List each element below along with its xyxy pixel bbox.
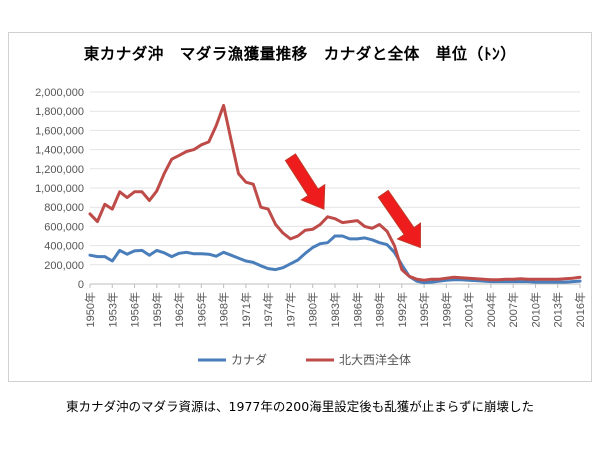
y-tick-label: 1,000,000 — [35, 183, 84, 195]
x-tick-label: 1998年 — [439, 292, 453, 327]
x-tick-label: 2013年 — [551, 292, 565, 327]
series-lines — [88, 103, 582, 285]
y-tick-label: 1,600,000 — [35, 125, 84, 137]
x-tick-label: 1986年 — [350, 292, 364, 327]
caption: 東カナダ沖のマダラ資源は、1977年の200海里設定後も乱獲が止まらずに崩壊した — [66, 399, 534, 414]
x-tick-label: 2007年 — [506, 292, 520, 327]
y-tick-label: 2,000,000 — [35, 87, 84, 99]
chart-title: 東カナダ沖 マダラ漁獲量推移 カナダと全体 単位（ﾄﾝ） — [83, 45, 517, 63]
y-tick-label: 200,000 — [44, 260, 84, 272]
x-tick-label: 1977年 — [283, 292, 297, 327]
x-tick-label: 1974年 — [261, 292, 275, 327]
x-tick-label: 2001年 — [462, 292, 476, 327]
x-tick-label: 1989年 — [373, 292, 387, 327]
y-tick-label: 1,200,000 — [35, 164, 84, 176]
x-tick-label: 2004年 — [484, 292, 498, 327]
x-tick-label: 2010年 — [528, 292, 542, 327]
x-tick-label: 1962年 — [172, 292, 186, 327]
y-axis-ticks: 0 200,000 400,000 600,000 800,000 1,000,000 1,… — [35, 87, 84, 291]
y-tick-label: 600,000 — [44, 221, 84, 233]
x-tick-label: 1980年 — [306, 292, 320, 327]
series-line-north-atlantic — [88, 103, 582, 282]
y-tick-label: 800,000 — [44, 202, 84, 214]
legend: カナダ 北大西洋全体 — [198, 352, 411, 367]
x-axis-ticks: 1950年 1953年 1956年 1959年 1962年 1965年 1968年 1971年… — [83, 284, 587, 327]
y-tick-label: 1,800,000 — [35, 106, 84, 118]
x-tick-label: 1965年 — [194, 292, 208, 327]
x-tick-label: 1959年 — [150, 292, 164, 327]
y-tick-label: 400,000 — [44, 241, 84, 253]
x-tick-label: 1956年 — [128, 292, 142, 327]
decline-arrow-2 — [377, 189, 422, 249]
chart-frame — [8, 32, 592, 382]
annotation-arrows — [284, 153, 422, 249]
x-tick-label: 1992年 — [395, 292, 409, 327]
series-line-canada — [88, 234, 582, 285]
y-tick-label: 0 — [78, 279, 84, 291]
legend-label-north-atlantic: 北大西洋全体 — [339, 352, 411, 367]
x-tick-label: 2016年 — [573, 292, 587, 327]
x-tick-label: 1995年 — [417, 292, 431, 327]
x-tick-label: 1950年 — [83, 292, 97, 327]
x-tick-label: 1953年 — [105, 292, 119, 327]
legend-label-canada: カナダ — [231, 352, 267, 367]
x-tick-label: 1971年 — [239, 292, 253, 327]
x-tick-label: 1968年 — [217, 292, 231, 327]
grid-lines — [90, 91, 580, 285]
x-tick-label: 1983年 — [328, 292, 342, 327]
decline-arrow-1 — [284, 153, 326, 210]
y-tick-label: 1,400,000 — [35, 145, 84, 157]
